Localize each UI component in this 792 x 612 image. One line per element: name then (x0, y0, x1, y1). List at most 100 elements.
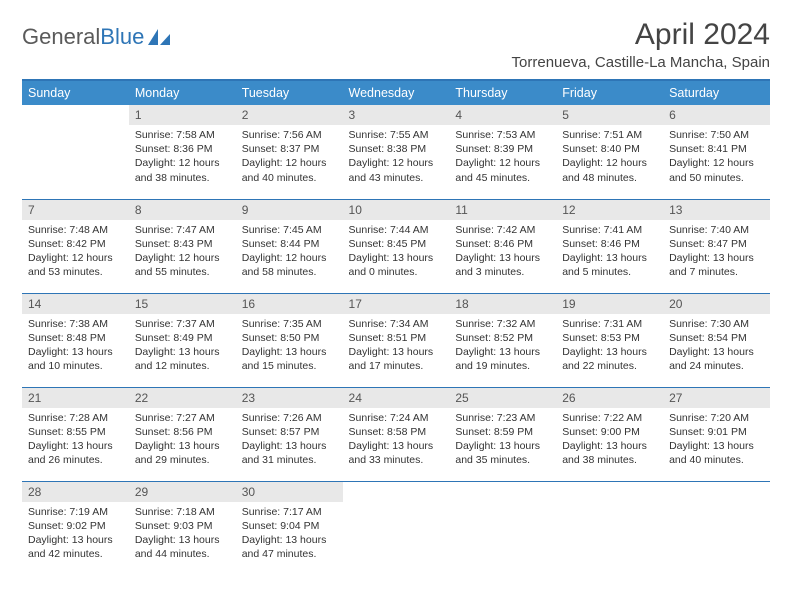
day-number: 19 (556, 294, 663, 314)
calendar-cell: 12Sunrise: 7:41 AMSunset: 8:46 PMDayligh… (556, 199, 663, 293)
day-number: 22 (129, 388, 236, 408)
day-number: 17 (343, 294, 450, 314)
calendar-cell: 21Sunrise: 7:28 AMSunset: 8:55 PMDayligh… (22, 387, 129, 481)
calendar-body: 1Sunrise: 7:58 AMSunset: 8:36 PMDaylight… (22, 105, 770, 575)
day-body: Sunrise: 7:40 AMSunset: 8:47 PMDaylight:… (663, 220, 770, 286)
day-body: Sunrise: 7:51 AMSunset: 8:40 PMDaylight:… (556, 125, 663, 191)
calendar-cell: 1Sunrise: 7:58 AMSunset: 8:36 PMDaylight… (129, 105, 236, 199)
location-text: Torrenueva, Castille-La Mancha, Spain (512, 54, 770, 71)
day-body: Sunrise: 7:44 AMSunset: 8:45 PMDaylight:… (343, 220, 450, 286)
day-body: Sunrise: 7:34 AMSunset: 8:51 PMDaylight:… (343, 314, 450, 380)
day-number: 20 (663, 294, 770, 314)
day-number: 14 (22, 294, 129, 314)
day-number: 12 (556, 200, 663, 220)
day-number: 21 (22, 388, 129, 408)
calendar-cell: 25Sunrise: 7:23 AMSunset: 8:59 PMDayligh… (449, 387, 556, 481)
day-number: 15 (129, 294, 236, 314)
day-number: 24 (343, 388, 450, 408)
day-body: Sunrise: 7:20 AMSunset: 9:01 PMDaylight:… (663, 408, 770, 474)
calendar-cell: 15Sunrise: 7:37 AMSunset: 8:49 PMDayligh… (129, 293, 236, 387)
header: GeneralBlue April 2024 Torrenueva, Casti… (22, 18, 770, 71)
day-body: Sunrise: 7:53 AMSunset: 8:39 PMDaylight:… (449, 125, 556, 191)
day-body: Sunrise: 7:56 AMSunset: 8:37 PMDaylight:… (236, 125, 343, 191)
day-header: Sunday (22, 80, 129, 105)
calendar-table: SundayMondayTuesdayWednesdayThursdayFrid… (22, 79, 770, 575)
logo-text-blue: Blue (100, 24, 144, 50)
day-number: 26 (556, 388, 663, 408)
calendar-row: 21Sunrise: 7:28 AMSunset: 8:55 PMDayligh… (22, 387, 770, 481)
calendar-cell: 16Sunrise: 7:35 AMSunset: 8:50 PMDayligh… (236, 293, 343, 387)
logo: GeneralBlue (22, 18, 172, 50)
calendar-cell: 23Sunrise: 7:26 AMSunset: 8:57 PMDayligh… (236, 387, 343, 481)
day-number: 23 (236, 388, 343, 408)
logo-sail-icon (146, 27, 172, 47)
day-number: 3 (343, 105, 450, 125)
day-body: Sunrise: 7:48 AMSunset: 8:42 PMDaylight:… (22, 220, 129, 286)
calendar-cell (556, 481, 663, 575)
calendar-cell: 2Sunrise: 7:56 AMSunset: 8:37 PMDaylight… (236, 105, 343, 199)
day-body: Sunrise: 7:35 AMSunset: 8:50 PMDaylight:… (236, 314, 343, 380)
calendar-cell (22, 105, 129, 199)
calendar-cell: 24Sunrise: 7:24 AMSunset: 8:58 PMDayligh… (343, 387, 450, 481)
day-body: Sunrise: 7:19 AMSunset: 9:02 PMDaylight:… (22, 502, 129, 568)
day-body: Sunrise: 7:18 AMSunset: 9:03 PMDaylight:… (129, 502, 236, 568)
calendar-cell: 22Sunrise: 7:27 AMSunset: 8:56 PMDayligh… (129, 387, 236, 481)
day-body: Sunrise: 7:38 AMSunset: 8:48 PMDaylight:… (22, 314, 129, 380)
calendar-cell: 11Sunrise: 7:42 AMSunset: 8:46 PMDayligh… (449, 199, 556, 293)
day-number: 28 (22, 482, 129, 502)
calendar-cell (663, 481, 770, 575)
day-number: 8 (129, 200, 236, 220)
day-number: 27 (663, 388, 770, 408)
calendar-cell: 9Sunrise: 7:45 AMSunset: 8:44 PMDaylight… (236, 199, 343, 293)
day-header: Friday (556, 80, 663, 105)
calendar-cell: 14Sunrise: 7:38 AMSunset: 8:48 PMDayligh… (22, 293, 129, 387)
day-body: Sunrise: 7:31 AMSunset: 8:53 PMDaylight:… (556, 314, 663, 380)
day-body: Sunrise: 7:32 AMSunset: 8:52 PMDaylight:… (449, 314, 556, 380)
day-body: Sunrise: 7:22 AMSunset: 9:00 PMDaylight:… (556, 408, 663, 474)
day-number: 9 (236, 200, 343, 220)
calendar-row: 7Sunrise: 7:48 AMSunset: 8:42 PMDaylight… (22, 199, 770, 293)
calendar-cell: 30Sunrise: 7:17 AMSunset: 9:04 PMDayligh… (236, 481, 343, 575)
day-body: Sunrise: 7:55 AMSunset: 8:38 PMDaylight:… (343, 125, 450, 191)
day-header-row: SundayMondayTuesdayWednesdayThursdayFrid… (22, 80, 770, 105)
calendar-row: 28Sunrise: 7:19 AMSunset: 9:02 PMDayligh… (22, 481, 770, 575)
day-body: Sunrise: 7:47 AMSunset: 8:43 PMDaylight:… (129, 220, 236, 286)
day-body: Sunrise: 7:30 AMSunset: 8:54 PMDaylight:… (663, 314, 770, 380)
day-header: Saturday (663, 80, 770, 105)
calendar-cell: 8Sunrise: 7:47 AMSunset: 8:43 PMDaylight… (129, 199, 236, 293)
day-number: 11 (449, 200, 556, 220)
calendar-cell: 17Sunrise: 7:34 AMSunset: 8:51 PMDayligh… (343, 293, 450, 387)
day-number: 4 (449, 105, 556, 125)
day-body: Sunrise: 7:45 AMSunset: 8:44 PMDaylight:… (236, 220, 343, 286)
calendar-cell (449, 481, 556, 575)
day-number: 30 (236, 482, 343, 502)
calendar-cell: 28Sunrise: 7:19 AMSunset: 9:02 PMDayligh… (22, 481, 129, 575)
calendar-cell: 7Sunrise: 7:48 AMSunset: 8:42 PMDaylight… (22, 199, 129, 293)
day-body: Sunrise: 7:58 AMSunset: 8:36 PMDaylight:… (129, 125, 236, 191)
day-header: Wednesday (343, 80, 450, 105)
day-number: 18 (449, 294, 556, 314)
calendar-cell: 3Sunrise: 7:55 AMSunset: 8:38 PMDaylight… (343, 105, 450, 199)
calendar-cell: 4Sunrise: 7:53 AMSunset: 8:39 PMDaylight… (449, 105, 556, 199)
page-title: April 2024 (512, 18, 770, 52)
day-header: Tuesday (236, 80, 343, 105)
calendar-row: 1Sunrise: 7:58 AMSunset: 8:36 PMDaylight… (22, 105, 770, 199)
calendar-cell: 27Sunrise: 7:20 AMSunset: 9:01 PMDayligh… (663, 387, 770, 481)
day-body: Sunrise: 7:28 AMSunset: 8:55 PMDaylight:… (22, 408, 129, 474)
logo-text-general: General (22, 24, 100, 50)
day-body: Sunrise: 7:17 AMSunset: 9:04 PMDaylight:… (236, 502, 343, 568)
calendar-cell: 5Sunrise: 7:51 AMSunset: 8:40 PMDaylight… (556, 105, 663, 199)
day-header: Thursday (449, 80, 556, 105)
calendar-cell: 13Sunrise: 7:40 AMSunset: 8:47 PMDayligh… (663, 199, 770, 293)
calendar-cell: 20Sunrise: 7:30 AMSunset: 8:54 PMDayligh… (663, 293, 770, 387)
day-number: 25 (449, 388, 556, 408)
title-block: April 2024 Torrenueva, Castille-La Manch… (512, 18, 770, 71)
calendar-cell: 18Sunrise: 7:32 AMSunset: 8:52 PMDayligh… (449, 293, 556, 387)
day-body: Sunrise: 7:50 AMSunset: 8:41 PMDaylight:… (663, 125, 770, 191)
day-body: Sunrise: 7:26 AMSunset: 8:57 PMDaylight:… (236, 408, 343, 474)
day-number: 7 (22, 200, 129, 220)
day-number: 13 (663, 200, 770, 220)
calendar-cell: 6Sunrise: 7:50 AMSunset: 8:41 PMDaylight… (663, 105, 770, 199)
day-body: Sunrise: 7:41 AMSunset: 8:46 PMDaylight:… (556, 220, 663, 286)
day-number: 6 (663, 105, 770, 125)
